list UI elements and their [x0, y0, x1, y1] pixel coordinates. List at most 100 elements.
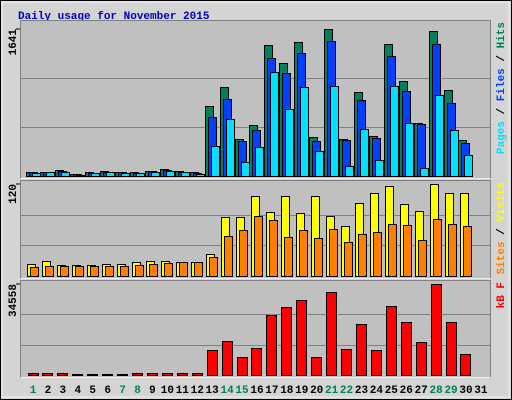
bar: [285, 109, 294, 177]
bar: [28, 373, 39, 376]
bar: [46, 172, 55, 177]
bar: [314, 238, 323, 277]
bar: [296, 300, 307, 376]
bar: [360, 129, 369, 177]
x-tick-label: 27: [415, 385, 428, 397]
x-tick-label: 7: [119, 385, 126, 397]
bar: [371, 350, 382, 376]
bar: [254, 216, 263, 277]
y-tick-label: 34558: [8, 284, 20, 317]
x-tick-label: 4: [74, 385, 81, 397]
bar: [266, 315, 277, 376]
bar: [117, 374, 128, 376]
bar: [401, 322, 412, 376]
x-tick-label: 22: [340, 385, 353, 397]
bar: [344, 242, 353, 277]
bar: [329, 229, 338, 277]
bar: [239, 230, 248, 277]
legend-entry: Sites: [496, 241, 508, 274]
bar: [179, 262, 188, 277]
x-tick-label: 14: [220, 385, 234, 397]
x-tick-label: 26: [400, 385, 413, 397]
bar: [450, 130, 459, 177]
x-tick-label: 9: [149, 385, 156, 397]
x-tick-label: 23: [355, 385, 369, 397]
legend-entry: Files: [496, 68, 508, 101]
bar: [390, 86, 399, 177]
x-tick-label: 30: [459, 385, 472, 397]
x-tick-label: 28: [430, 385, 444, 397]
bar: [106, 172, 115, 177]
bar: [446, 322, 457, 376]
x-tick-label: 13: [206, 385, 220, 397]
bar: [284, 237, 293, 277]
bar: [196, 174, 205, 177]
bar: [162, 373, 173, 376]
x-tick-label: 16: [250, 385, 263, 397]
y-tick-label: 1641: [8, 29, 20, 56]
bar: [341, 349, 352, 376]
bar: [91, 173, 100, 177]
legend-separator: /: [496, 222, 508, 242]
bar: [251, 348, 262, 376]
bar: [149, 264, 158, 277]
bar: [460, 354, 471, 376]
bar: [90, 266, 99, 277]
bar: [299, 230, 308, 277]
x-tick-label: 10: [161, 385, 174, 397]
bar: [224, 236, 233, 277]
legend-separator: /: [496, 101, 508, 121]
bar: [237, 357, 248, 376]
bar: [300, 87, 309, 177]
legend-entry: Visits: [496, 182, 508, 222]
bar: [87, 374, 98, 376]
bar: [345, 166, 354, 177]
legend: kB F: [496, 282, 508, 308]
bar: [448, 224, 457, 277]
bar: [403, 225, 412, 277]
bar: [42, 373, 53, 376]
bar: [192, 373, 203, 376]
bar: [463, 226, 472, 277]
x-tick-label: 17: [265, 385, 278, 397]
bar: [326, 292, 337, 376]
bar: [416, 342, 427, 376]
bar: [358, 234, 367, 277]
x-tick-label: 2: [45, 385, 52, 397]
bar: [222, 341, 233, 376]
x-tick-label: 8: [134, 385, 141, 397]
bar: [255, 147, 264, 177]
x-tick-label: 15: [235, 385, 249, 397]
bar: [61, 172, 70, 177]
bar: [433, 219, 442, 277]
bar: [60, 266, 69, 277]
legend-entry: Hits: [496, 22, 508, 48]
bar: [356, 324, 367, 376]
bar: [75, 266, 84, 277]
bar: [32, 173, 41, 177]
bar: [209, 257, 218, 277]
bar: [226, 119, 235, 177]
x-tick-label: 19: [295, 385, 308, 397]
bar: [45, 266, 54, 277]
bar: [151, 172, 160, 177]
bar: [464, 155, 473, 177]
bar: [194, 262, 203, 277]
bar: [373, 232, 382, 277]
bar: [30, 267, 39, 277]
legend: Pages / Files / Hits: [496, 22, 508, 154]
bar: [102, 374, 113, 376]
bar: [386, 306, 397, 376]
bar: [418, 240, 427, 277]
bar: [76, 175, 85, 177]
bar: [388, 224, 397, 277]
bar: [405, 123, 414, 177]
bar: [164, 263, 173, 277]
bar: [330, 86, 339, 177]
bar: [177, 373, 188, 376]
x-tick-label: 12: [191, 385, 204, 397]
x-tick-label: 11: [176, 385, 190, 397]
